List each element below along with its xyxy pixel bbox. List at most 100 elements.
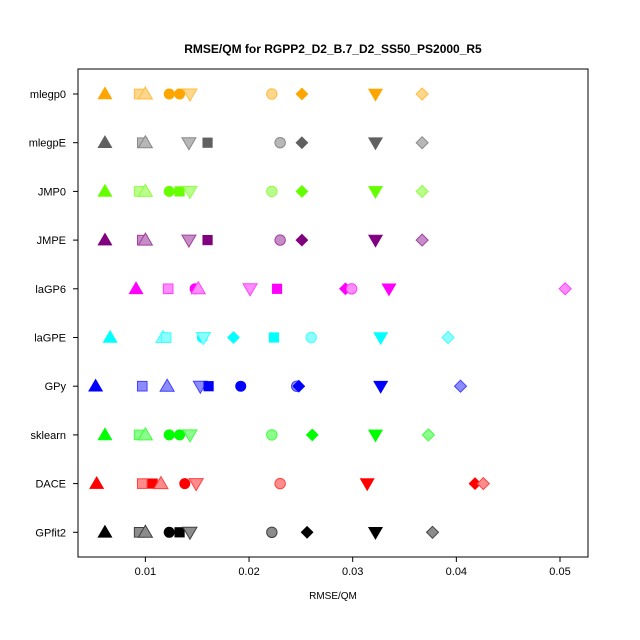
x-tick-label-4: 0.05 <box>549 566 570 578</box>
point-JMPE-0 <box>97 232 113 246</box>
point-GPy-1 <box>136 380 148 392</box>
point-DACE-1 <box>136 478 148 489</box>
point-sklearn-7 <box>305 428 319 442</box>
point-laGPE-2 <box>160 332 172 343</box>
point-laGPE-4 <box>195 332 212 346</box>
point-laGPE-0 <box>102 329 118 343</box>
point-JMPE-7 <box>367 234 384 248</box>
point-GPfit2-0 <box>97 524 113 538</box>
plot-markers <box>88 86 572 541</box>
point-laGP6-7 <box>345 283 358 295</box>
point-mlegp0-9 <box>415 87 429 101</box>
point-sklearn-3 <box>163 429 175 441</box>
point-laGP6-4 <box>242 283 258 297</box>
point-GPy-4 <box>203 381 214 392</box>
x-tick-label-2: 0.03 <box>342 566 363 578</box>
point-GPfit2-8 <box>367 526 384 540</box>
point-JMPE-4 <box>202 235 213 246</box>
point-laGP6-9 <box>558 282 572 296</box>
point-DACE-5 <box>188 478 205 492</box>
point-JMPE-8 <box>415 233 429 247</box>
point-DACE-7 <box>359 478 375 492</box>
point-JMPE-5 <box>274 234 286 246</box>
point-mlegpE-8 <box>415 135 429 150</box>
y-tick-label-7: sklearn <box>31 430 66 442</box>
point-JMP0-6 <box>266 185 278 198</box>
point-GPfit2-3 <box>163 526 175 538</box>
x-axis-label: RMSE/QM <box>309 591 357 602</box>
point-DACE-9 <box>476 476 491 491</box>
point-mlegp0-3 <box>163 88 175 100</box>
x-tick-label-1: 0.02 <box>238 566 259 578</box>
point-DACE-4 <box>179 478 191 490</box>
point-GPy-8 <box>373 380 389 394</box>
point-sklearn-5 <box>182 429 198 443</box>
point-mlegpE-2 <box>137 134 154 149</box>
point-laGPE-7 <box>305 331 317 344</box>
point-mlegpE-3 <box>181 137 197 151</box>
y-tick-label-5: laGPE <box>34 333 66 345</box>
x-axis: 0.01 0.02 0.03 0.04 0.05 <box>135 557 571 578</box>
point-mlegpE-6 <box>295 136 309 150</box>
point-JMPE-6 <box>295 233 309 247</box>
point-mlegpE-4 <box>202 137 213 148</box>
point-mlegp0-6 <box>266 88 278 100</box>
point-GPy-5 <box>235 380 247 392</box>
y-tick-label-3: JMPE <box>37 235 66 247</box>
point-JMP0-3 <box>163 185 175 197</box>
point-laGPE-9 <box>441 330 455 345</box>
point-JMPE-2 <box>137 232 154 246</box>
point-GPfit2-4 <box>174 527 185 538</box>
y-tick-label-2: JMP0 <box>38 186 66 198</box>
point-laGP6-1 <box>162 283 174 295</box>
point-GPy-0 <box>88 378 104 392</box>
y-tick-label-9: GPfit2 <box>35 527 66 539</box>
point-JMP0-7 <box>295 184 309 198</box>
point-GPy-2 <box>159 378 176 392</box>
point-GPfit2-9 <box>425 525 440 540</box>
point-GPfit2-5 <box>182 526 198 541</box>
point-DACE-6 <box>274 477 286 490</box>
point-mlegp0-4 <box>174 88 186 100</box>
point-JMP0-8 <box>367 186 384 199</box>
y-tick-label-6: GPy <box>45 381 67 393</box>
point-laGPE-5 <box>227 331 240 344</box>
x-tick-label-0: 0.01 <box>135 566 156 578</box>
point-sklearn-8 <box>367 429 384 443</box>
point-laGPE-8 <box>373 332 389 346</box>
point-laGP6-8 <box>381 283 397 297</box>
y-tick-label-4: laGP6 <box>35 284 66 296</box>
point-DACE-0 <box>89 476 105 489</box>
plot-frame <box>77 68 589 558</box>
point-mlegp0-0 <box>97 86 113 100</box>
point-sklearn-4 <box>174 429 186 441</box>
point-mlegp0-8 <box>367 88 384 102</box>
point-JMP0-9 <box>415 184 429 199</box>
point-mlegpE-0 <box>97 135 113 148</box>
y-tick-label-0: mlegp0 <box>30 89 66 101</box>
point-sklearn-9 <box>421 428 436 442</box>
point-JMP0-4 <box>174 186 185 197</box>
point-JMP0-0 <box>97 183 113 197</box>
point-sklearn-2 <box>137 426 154 441</box>
point-JMP0-5 <box>182 185 198 200</box>
point-mlegpE-5 <box>274 137 286 149</box>
y-axis: mlegp0 mlegpE JMP0 JMPE laGP6 laGPE GPy sklearn… <box>29 89 78 539</box>
point-GPfit2-7 <box>300 525 314 539</box>
chart-title: RMSE/QM for RGPP2_D2_B.7_D2_SS50_PS2000_… <box>184 42 482 56</box>
point-JMPE-3 <box>181 234 197 249</box>
y-tick-label-1: mlegpE <box>29 138 66 150</box>
point-laGP6-0 <box>128 281 144 295</box>
point-mlegp0-7 <box>295 87 309 101</box>
point-sklearn-6 <box>266 429 278 441</box>
point-GPy-9 <box>453 379 468 393</box>
point-mlegpE-7 <box>367 137 384 151</box>
point-GPfit2-6 <box>266 526 278 538</box>
point-mlegp0-2 <box>137 86 154 100</box>
point-GPfit2-2 <box>137 524 154 538</box>
point-JMP0-2 <box>137 183 154 197</box>
point-laGP6-5 <box>271 283 283 294</box>
y-tick-label-8: DACE <box>35 479 66 491</box>
x-tick-label-3: 0.04 <box>446 566 467 578</box>
